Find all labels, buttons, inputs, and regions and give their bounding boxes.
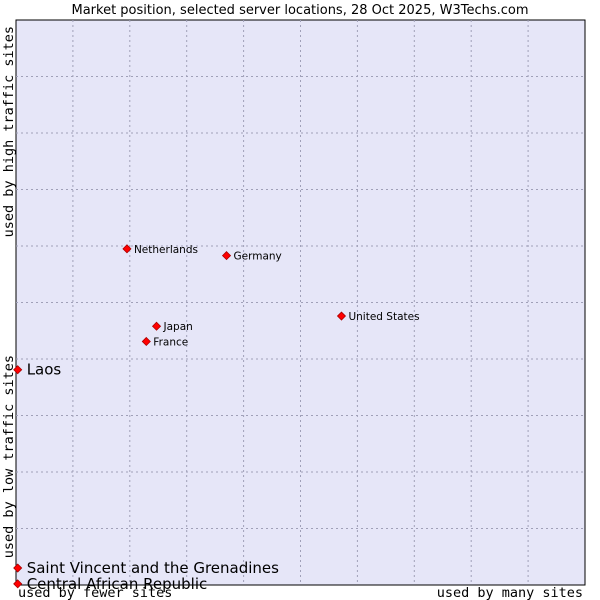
label-central-african-republic: Central African Republic xyxy=(27,575,208,593)
point-saint-vincent-and-the-grenadines: Saint Vincent and the Grenadines xyxy=(13,559,279,577)
marker-united-states xyxy=(336,311,347,321)
label-france: France xyxy=(153,336,188,348)
x-axis-label-right: used by many sites xyxy=(437,585,583,600)
label-netherlands: Netherlands xyxy=(134,244,198,256)
grid xyxy=(16,20,585,585)
label-germany: Germany xyxy=(234,251,282,263)
data-points: Netherlands Germany United States Japan Fran… xyxy=(13,244,420,593)
marker-japan xyxy=(151,321,162,331)
label-united-states: United States xyxy=(348,311,419,323)
label-japan: Japan xyxy=(163,321,193,333)
marker-netherlands xyxy=(122,244,132,254)
marker-germany xyxy=(221,251,232,261)
y-axis-label-bottom: used by low traffic sites xyxy=(1,355,17,558)
label-saint-vincent-and-the-grenadines: Saint Vincent and the Grenadines xyxy=(27,559,279,577)
point-central-african-republic: Central African Republic xyxy=(13,575,208,593)
label-laos: Laos xyxy=(27,361,62,379)
y-axis-label-top: used by high traffic sites xyxy=(1,26,17,237)
chart-title: Market position, selected server locatio… xyxy=(71,3,528,18)
point-japan: Japan xyxy=(151,321,193,333)
point-france: France xyxy=(141,336,188,348)
point-netherlands: Netherlands xyxy=(122,244,198,256)
marker-saint-vincent-and-the-grenadines xyxy=(13,563,23,573)
marker-france xyxy=(141,336,151,347)
marker-central-african-republic xyxy=(13,579,23,589)
point-laos: Laos xyxy=(13,361,62,379)
point-germany: Germany xyxy=(221,251,282,263)
marker-laos xyxy=(13,365,23,375)
point-united-states: United States xyxy=(336,311,420,323)
x-axis-label-left: used by fewer sites xyxy=(18,585,172,600)
